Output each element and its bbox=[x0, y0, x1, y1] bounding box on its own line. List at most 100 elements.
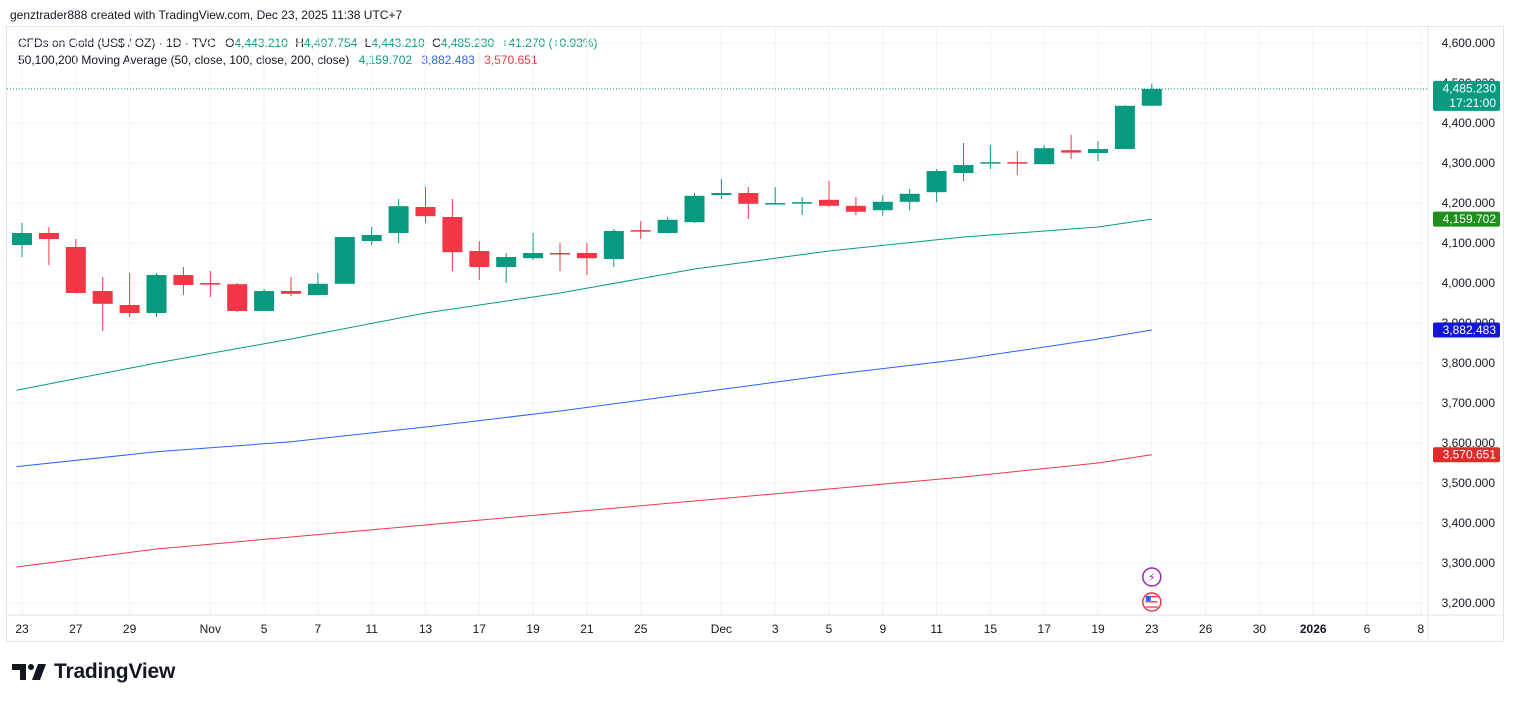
candle-body bbox=[684, 195, 705, 223]
x-tick-label: 11 bbox=[365, 622, 378, 636]
x-tick-label: Dec bbox=[711, 622, 732, 636]
candle bbox=[1034, 145, 1055, 165]
ma-label-2-text: 3,882.483 bbox=[1443, 323, 1497, 337]
ma-label-1-bg bbox=[1433, 211, 1500, 227]
ma-line-ma200 bbox=[16, 454, 1152, 568]
candle-body bbox=[1141, 88, 1162, 106]
flag-stripe bbox=[1145, 606, 1158, 608]
candle bbox=[200, 271, 221, 297]
candle bbox=[738, 187, 759, 219]
y-tick-label: 4,100.000 bbox=[1442, 236, 1496, 250]
candle-body bbox=[415, 207, 436, 217]
last-price-label-text: 4,485.230 bbox=[1443, 81, 1497, 95]
ma-label-2-bg bbox=[1433, 322, 1500, 338]
candle bbox=[1007, 151, 1028, 175]
flag-stripe bbox=[1145, 601, 1158, 603]
ma100-value: 3,882.483 bbox=[421, 53, 475, 67]
candle-body bbox=[792, 202, 813, 204]
candle-body bbox=[146, 275, 167, 313]
y-tick-label: 3,800.000 bbox=[1442, 356, 1496, 370]
candle bbox=[684, 193, 705, 223]
tradingview-logo-icon bbox=[12, 664, 46, 680]
candle bbox=[899, 189, 920, 211]
x-tick-label: 25 bbox=[634, 622, 648, 636]
tradingview-brand[interactable]: TradingView bbox=[12, 660, 175, 684]
candle-body bbox=[388, 206, 409, 233]
candle bbox=[388, 199, 409, 243]
candle bbox=[603, 229, 624, 267]
y-tick-label: 4,400.000 bbox=[1442, 116, 1496, 130]
last-price-label-bg bbox=[1433, 80, 1500, 111]
candle bbox=[1061, 135, 1082, 159]
candle bbox=[926, 169, 947, 203]
x-tick-label: 13 bbox=[419, 622, 433, 636]
x-tick-label: 11 bbox=[930, 622, 943, 636]
ma-line-ma50 bbox=[16, 218, 1152, 391]
x-tick-label: 26 bbox=[1199, 622, 1213, 636]
ma-label-1-text: 4,159.702 bbox=[1443, 212, 1497, 226]
candle bbox=[227, 283, 248, 312]
y-tick-label: 4,200.000 bbox=[1442, 196, 1496, 210]
ma-label-3-bg bbox=[1433, 447, 1500, 463]
candle bbox=[361, 227, 382, 245]
x-tick-label: 19 bbox=[1091, 622, 1105, 636]
y-tick-label: 3,600.000 bbox=[1442, 436, 1496, 450]
x-tick-label: 21 bbox=[580, 622, 594, 636]
x-tick-label: 23 bbox=[1145, 622, 1159, 636]
candle-body bbox=[1034, 148, 1055, 165]
candle bbox=[523, 233, 544, 260]
candle bbox=[307, 273, 328, 295]
candle-body bbox=[657, 219, 678, 233]
candle-body bbox=[281, 291, 301, 294]
x-tick-label: 23 bbox=[15, 622, 29, 636]
candle-body bbox=[576, 253, 597, 259]
candle-body bbox=[254, 291, 275, 311]
candle-body bbox=[92, 291, 113, 304]
candle bbox=[415, 187, 436, 223]
axes: 3,200.000 3,300.000 3,400.000 3,500.000 3,60… bbox=[7, 27, 1503, 641]
event-circle bbox=[1142, 567, 1162, 587]
candle-body bbox=[469, 251, 490, 267]
y-tick-label: 4,600.000 bbox=[1442, 36, 1496, 50]
candle bbox=[496, 253, 517, 283]
candle-body bbox=[899, 193, 920, 202]
y-tick-label: 3,400.000 bbox=[1442, 516, 1496, 530]
candle-body bbox=[173, 275, 194, 285]
x-tick-label: 27 bbox=[69, 622, 83, 636]
candle bbox=[980, 145, 1001, 169]
candle bbox=[254, 289, 275, 311]
x-tick-label: 30 bbox=[1253, 622, 1267, 636]
candle-body bbox=[1114, 105, 1135, 149]
candle-body bbox=[872, 201, 893, 211]
candle-body bbox=[603, 231, 624, 259]
candle-body bbox=[630, 230, 651, 232]
candle bbox=[872, 195, 893, 216]
x-tick-label: 9 bbox=[879, 622, 886, 636]
us-flag-event-icon[interactable] bbox=[1142, 592, 1162, 612]
y-tick-label: 3,300.000 bbox=[1442, 556, 1496, 570]
candle-body bbox=[765, 203, 786, 205]
ma-title: 50,100,200 Moving Average (50, close, 10… bbox=[18, 53, 350, 67]
lightning-event-icon[interactable]: ⚡ bbox=[1142, 567, 1162, 587]
lightning-glyph: ⚡ bbox=[1148, 571, 1156, 584]
x-tick-label: 3 bbox=[772, 622, 779, 636]
candle bbox=[334, 237, 355, 284]
candle-body bbox=[65, 247, 86, 293]
candles bbox=[12, 83, 1162, 331]
candle-body bbox=[1061, 150, 1082, 153]
candle bbox=[173, 267, 194, 295]
y-tick-label: 4,000.000 bbox=[1442, 276, 1496, 290]
candle-body bbox=[119, 305, 140, 313]
candle-body bbox=[442, 217, 463, 253]
candle-body bbox=[334, 237, 355, 284]
candle bbox=[576, 243, 597, 275]
ma-line-ma100 bbox=[16, 329, 1152, 468]
candle-body bbox=[227, 284, 248, 311]
candle-body bbox=[307, 283, 328, 295]
candle bbox=[550, 243, 570, 271]
events[interactable]: ⚡ bbox=[1142, 567, 1162, 612]
flag-stripe bbox=[1145, 598, 1158, 600]
ma-label-3-text: 3,570.651 bbox=[1443, 448, 1497, 462]
